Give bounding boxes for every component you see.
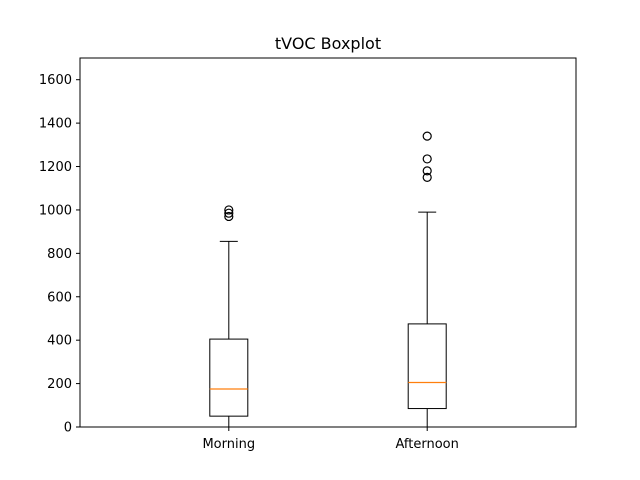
- y-tick-label: 400: [47, 334, 72, 349]
- y-axis: 0 200 400 600 800 1000 1200 1400 1600: [39, 73, 80, 436]
- outlier-point: [422, 154, 432, 164]
- y-tick-label: 1200: [39, 160, 72, 175]
- iqr-box: [407, 323, 447, 410]
- outlier-point: [224, 211, 234, 222]
- y-tick-label: 1600: [39, 73, 72, 88]
- outlier-point: [224, 205, 234, 215]
- y-tick-label: 1400: [39, 117, 72, 132]
- y-tick-label: 1000: [39, 203, 72, 218]
- outlier-point: [422, 166, 432, 176]
- box-afternoon: [407, 131, 447, 428]
- boxplot-series: [209, 131, 447, 428]
- outlier-point: [422, 172, 432, 182]
- x-tick-label: Afternoon: [396, 437, 459, 452]
- box-morning: [209, 205, 249, 428]
- plot-area-frame: [79, 57, 577, 428]
- iqr-box: [209, 338, 249, 417]
- y-tick-label: 800: [47, 247, 72, 262]
- chart-title: tVOC Boxplot: [275, 34, 381, 53]
- outlier-point: [422, 131, 432, 141]
- x-tick-label: Morning: [202, 437, 255, 452]
- y-tick-label: 200: [47, 377, 72, 392]
- x-axis: Morning Afternoon: [202, 427, 459, 452]
- y-tick-label: 600: [47, 290, 72, 305]
- outlier-point: [224, 208, 234, 218]
- y-tick-label: 0: [64, 421, 72, 436]
